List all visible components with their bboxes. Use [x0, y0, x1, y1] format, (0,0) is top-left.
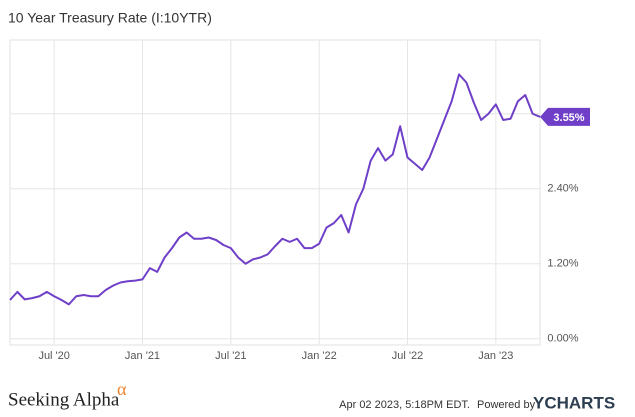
x-tick-label: Jul '22: [392, 350, 423, 362]
y-tick-label: 0.00%: [547, 333, 578, 345]
x-tick-label: Jan '21: [125, 350, 160, 362]
x-tick-label: Jan '23: [478, 350, 513, 362]
x-tick-label: Jul '20: [38, 350, 69, 362]
powered-by: Powered by: [477, 399, 536, 411]
brand-symbol: α: [117, 379, 127, 399]
chart-title: 10 Year Treasury Rate (I:10YTR): [8, 10, 212, 26]
x-tick-label: Jan '22: [302, 350, 337, 362]
plot-frame: [9, 39, 541, 346]
timestamp: Apr 02 2023, 5:18PM EDT.: [339, 399, 470, 411]
x-tick-label: Jul '21: [215, 350, 246, 362]
line: [9, 73, 541, 306]
value-badge-label: 3.55%: [553, 112, 584, 124]
provider: YCHARTS: [533, 393, 615, 412]
y-tick-label: 2.40%: [547, 183, 578, 195]
brand: Seeking Alpha: [8, 389, 120, 410]
y-tick-label: 1.20%: [547, 258, 578, 270]
value-badge: [540, 107, 590, 126]
